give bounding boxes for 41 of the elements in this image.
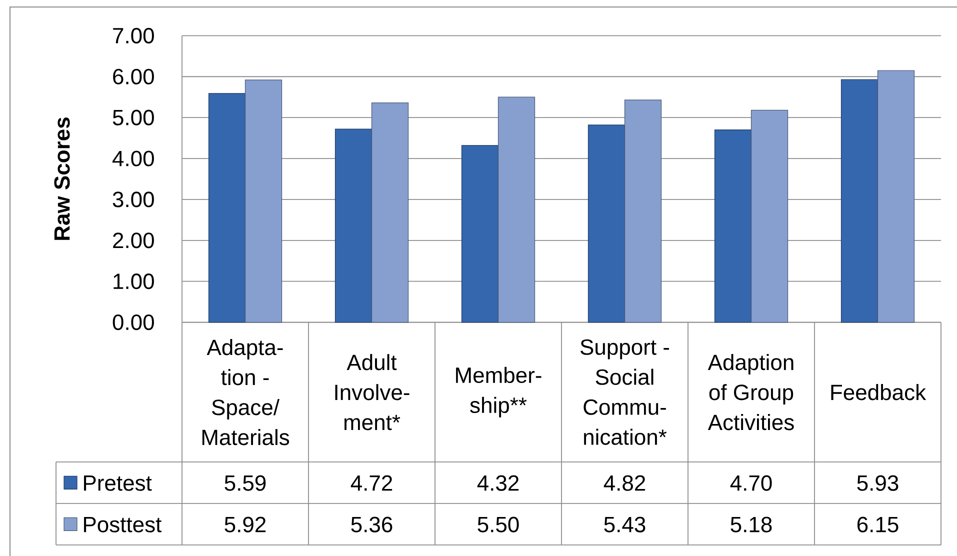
y-tick-label: 7.00 — [113, 28, 154, 44]
data-label: 5.18 — [730, 516, 772, 532]
x-tick-label: Adaption of Group Activities — [708, 354, 794, 430]
y-tick-label: 0.00 — [112, 314, 154, 330]
bar — [714, 130, 752, 323]
data-label: 4.32 — [477, 475, 519, 491]
x-tick-label: Adapta- tion - Space/ Materials — [202, 339, 290, 446]
x-tick-label: Support - Social Commu- nication* — [580, 339, 669, 445]
bar — [877, 70, 915, 323]
legend-label: Posttest — [84, 516, 162, 532]
data-label: 5.59 — [224, 475, 266, 491]
bar — [371, 102, 409, 323]
bar — [624, 100, 662, 323]
data-label: 5.36 — [351, 516, 392, 532]
bar — [244, 80, 282, 323]
data-label: 5.43 — [604, 516, 646, 532]
y-tick-label: 3.00 — [112, 192, 154, 208]
x-tick-label: Feedback — [831, 384, 926, 400]
data-label: 4.82 — [604, 475, 646, 491]
data-label: 5.92 — [224, 516, 266, 532]
y-tick-label: 1.00 — [114, 274, 154, 290]
y-tick-label: 2.00 — [113, 232, 154, 248]
bar — [750, 110, 788, 323]
y-tick-label: 4.00 — [112, 150, 154, 166]
bar — [461, 145, 499, 323]
bar — [840, 79, 878, 323]
x-tick-label: Member- ship** — [456, 366, 542, 418]
y-tick-label: 6.00 — [113, 68, 154, 84]
bar — [498, 96, 536, 323]
x-tick-label: Adult Involve- ment* — [335, 354, 410, 430]
legend-label: Pretest — [84, 475, 152, 491]
data-label: 5.93 — [857, 475, 898, 491]
data-label: 6.15 — [857, 516, 898, 532]
y-axis-title: Raw Scores — [54, 118, 70, 240]
bar — [334, 128, 372, 323]
data-label: 4.70 — [730, 475, 772, 491]
data-label: 5.50 — [478, 516, 519, 532]
data-label: 4.72 — [350, 475, 392, 491]
y-tick-label: 5.00 — [112, 110, 154, 126]
bar — [588, 124, 626, 323]
bar — [208, 93, 246, 323]
